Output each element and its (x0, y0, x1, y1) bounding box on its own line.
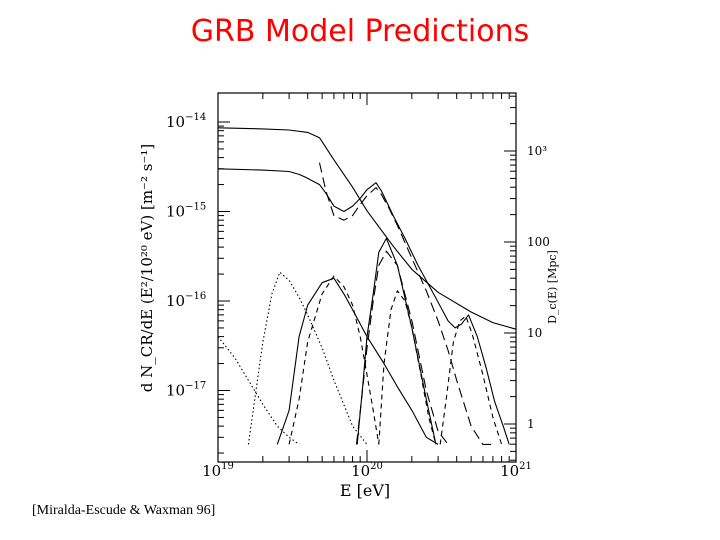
y-axis-right-label: D_c(E) [Mpc] (546, 250, 559, 324)
curve-10 (378, 290, 437, 445)
curve-2 (217, 168, 510, 445)
curve-6 (276, 277, 439, 445)
slide-title: GRB Model Predictions (190, 14, 530, 49)
curve-3 (318, 162, 493, 445)
curves (217, 127, 517, 445)
y-axis-left-label: d N_CR/dE (E²/10²⁰ eV) [m⁻² s⁻¹] (138, 144, 156, 392)
y-left-tick-label: 10−16 (166, 291, 206, 310)
curve-4 (356, 237, 437, 445)
curve-7 (288, 275, 380, 445)
y-right-tick-label: 10³ (527, 144, 547, 158)
curve-1 (217, 127, 517, 330)
x-tick-label: 1020 (351, 461, 383, 480)
right-tick-labels: 10³ 100 10 1 (527, 144, 550, 431)
y-left-tick-label: 10−15 (166, 202, 206, 221)
curve-9 (217, 336, 300, 445)
x-tick-label: 1019 (202, 461, 234, 480)
y-left-tick-label: 10−14 (166, 112, 206, 131)
y-right-tick-label: 100 (527, 235, 550, 249)
y-right-tick-label: 10 (527, 326, 542, 340)
plot-frame (217, 92, 517, 463)
citation: [Miralda-Escude & Waxman 96] (32, 503, 216, 518)
ticks (217, 93, 517, 462)
x-axis-label: E [eV] (340, 481, 390, 500)
x-tick-label: 1021 (500, 461, 532, 480)
curve-5 (355, 250, 449, 445)
y-tick-labels: 10−14 10−15 10−16 10−17 (166, 112, 206, 400)
y-right-tick-label: 1 (527, 417, 535, 431)
y-left-tick-label: 10−17 (166, 381, 206, 400)
curve-11 (439, 315, 503, 445)
x-tick-labels: 1019 1020 1021 (202, 461, 532, 480)
